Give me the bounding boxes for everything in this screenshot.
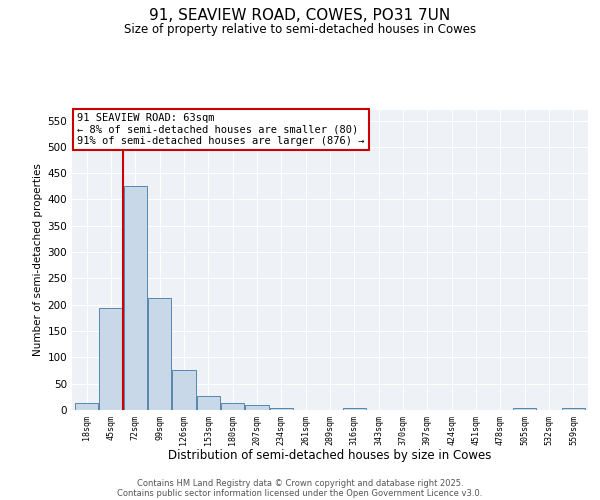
Text: Contains HM Land Registry data © Crown copyright and database right 2025.: Contains HM Land Registry data © Crown c… bbox=[137, 478, 463, 488]
Bar bbox=[75, 403, 98, 410]
Bar bbox=[148, 298, 171, 410]
Bar bbox=[221, 402, 244, 410]
Bar bbox=[197, 396, 220, 410]
Bar bbox=[172, 370, 196, 410]
Bar bbox=[343, 408, 366, 410]
Y-axis label: Number of semi-detached properties: Number of semi-detached properties bbox=[33, 164, 43, 356]
Bar bbox=[562, 408, 585, 410]
Bar bbox=[124, 186, 147, 410]
Text: 91 SEAVIEW ROAD: 63sqm
← 8% of semi-detached houses are smaller (80)
91% of semi: 91 SEAVIEW ROAD: 63sqm ← 8% of semi-deta… bbox=[77, 113, 365, 146]
Text: Size of property relative to semi-detached houses in Cowes: Size of property relative to semi-detach… bbox=[124, 22, 476, 36]
Text: 91, SEAVIEW ROAD, COWES, PO31 7UN: 91, SEAVIEW ROAD, COWES, PO31 7UN bbox=[149, 8, 451, 22]
X-axis label: Distribution of semi-detached houses by size in Cowes: Distribution of semi-detached houses by … bbox=[169, 449, 491, 462]
Bar bbox=[100, 308, 122, 410]
Bar bbox=[270, 408, 293, 410]
Bar bbox=[245, 404, 269, 410]
Bar bbox=[513, 408, 536, 410]
Text: Contains public sector information licensed under the Open Government Licence v3: Contains public sector information licen… bbox=[118, 488, 482, 498]
